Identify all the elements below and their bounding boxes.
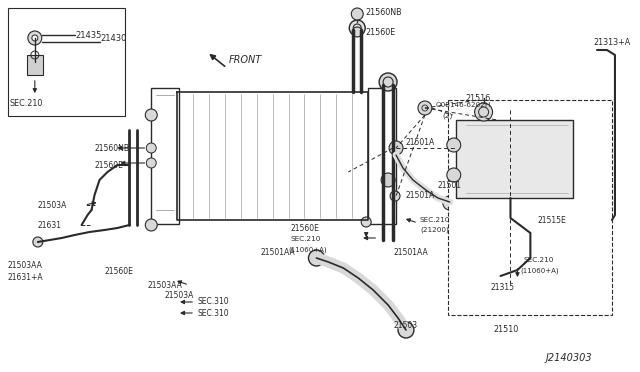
Text: 21501AA: 21501AA: [393, 247, 428, 257]
Text: 21503A: 21503A: [38, 201, 67, 209]
Text: 21503A: 21503A: [164, 291, 193, 299]
Text: 21631+A: 21631+A: [8, 273, 44, 282]
Text: 21516: 21516: [466, 93, 491, 103]
Text: 21503AA: 21503AA: [8, 260, 43, 269]
Circle shape: [33, 237, 43, 247]
Text: (21200): (21200): [420, 227, 449, 233]
Text: 21560NB: 21560NB: [365, 7, 402, 16]
Circle shape: [447, 138, 461, 152]
Circle shape: [147, 143, 156, 153]
Circle shape: [361, 217, 371, 227]
Bar: [8, 8, 125, 116]
Circle shape: [418, 101, 432, 115]
Text: SEC.210: SEC.210: [524, 257, 554, 263]
Circle shape: [381, 173, 395, 187]
Text: 21501: 21501: [438, 180, 462, 189]
Circle shape: [28, 31, 42, 45]
Text: 21501AA: 21501AA: [260, 247, 296, 257]
Text: 21515E: 21515E: [538, 215, 566, 224]
Text: 21315: 21315: [491, 283, 515, 292]
Circle shape: [352, 27, 362, 37]
Text: Ò08146-6202H: Ò08146-6202H: [436, 102, 492, 108]
Bar: [151, 88, 179, 224]
Text: 21503AA: 21503AA: [147, 280, 182, 289]
Circle shape: [349, 20, 365, 36]
Circle shape: [308, 250, 324, 266]
Text: FRONT: FRONT: [229, 55, 262, 65]
Text: 21435: 21435: [76, 31, 102, 39]
Circle shape: [475, 103, 493, 121]
Text: 21560E: 21560E: [291, 224, 319, 232]
Text: 21501A: 21501A: [406, 138, 435, 147]
Text: 21560E: 21560E: [95, 160, 124, 170]
Text: 21501A: 21501A: [406, 190, 435, 199]
Text: (11060+A): (11060+A): [289, 247, 327, 253]
Text: SEC.210: SEC.210: [10, 99, 44, 108]
Text: 21631: 21631: [38, 221, 62, 230]
Text: 21560E: 21560E: [365, 28, 396, 36]
Text: 21430: 21430: [100, 33, 127, 42]
Circle shape: [389, 141, 403, 155]
Text: 21510: 21510: [493, 326, 519, 334]
Bar: [456, 120, 573, 198]
Circle shape: [145, 109, 157, 121]
Circle shape: [447, 168, 461, 182]
Text: 21503: 21503: [393, 321, 417, 330]
Text: SEC.210: SEC.210: [291, 236, 321, 242]
Text: 21560E: 21560E: [104, 267, 133, 276]
Bar: [448, 100, 612, 315]
Bar: [368, 88, 396, 224]
Circle shape: [443, 196, 457, 210]
Text: SEC.310: SEC.310: [197, 308, 228, 317]
Text: J2140303: J2140303: [545, 353, 592, 363]
Text: SEC.310: SEC.310: [197, 298, 228, 307]
Circle shape: [145, 219, 157, 231]
Circle shape: [390, 191, 400, 201]
Circle shape: [398, 322, 414, 338]
Circle shape: [147, 158, 156, 168]
Text: SEC.210: SEC.210: [420, 217, 451, 223]
Bar: [27, 55, 43, 75]
Text: (2): (2): [443, 113, 453, 119]
Text: 21313+A: 21313+A: [593, 38, 630, 46]
Circle shape: [32, 35, 38, 41]
Circle shape: [379, 73, 397, 91]
Circle shape: [351, 8, 364, 20]
Text: 21560NB: 21560NB: [95, 144, 129, 153]
Text: (11060+A): (11060+A): [520, 268, 559, 274]
